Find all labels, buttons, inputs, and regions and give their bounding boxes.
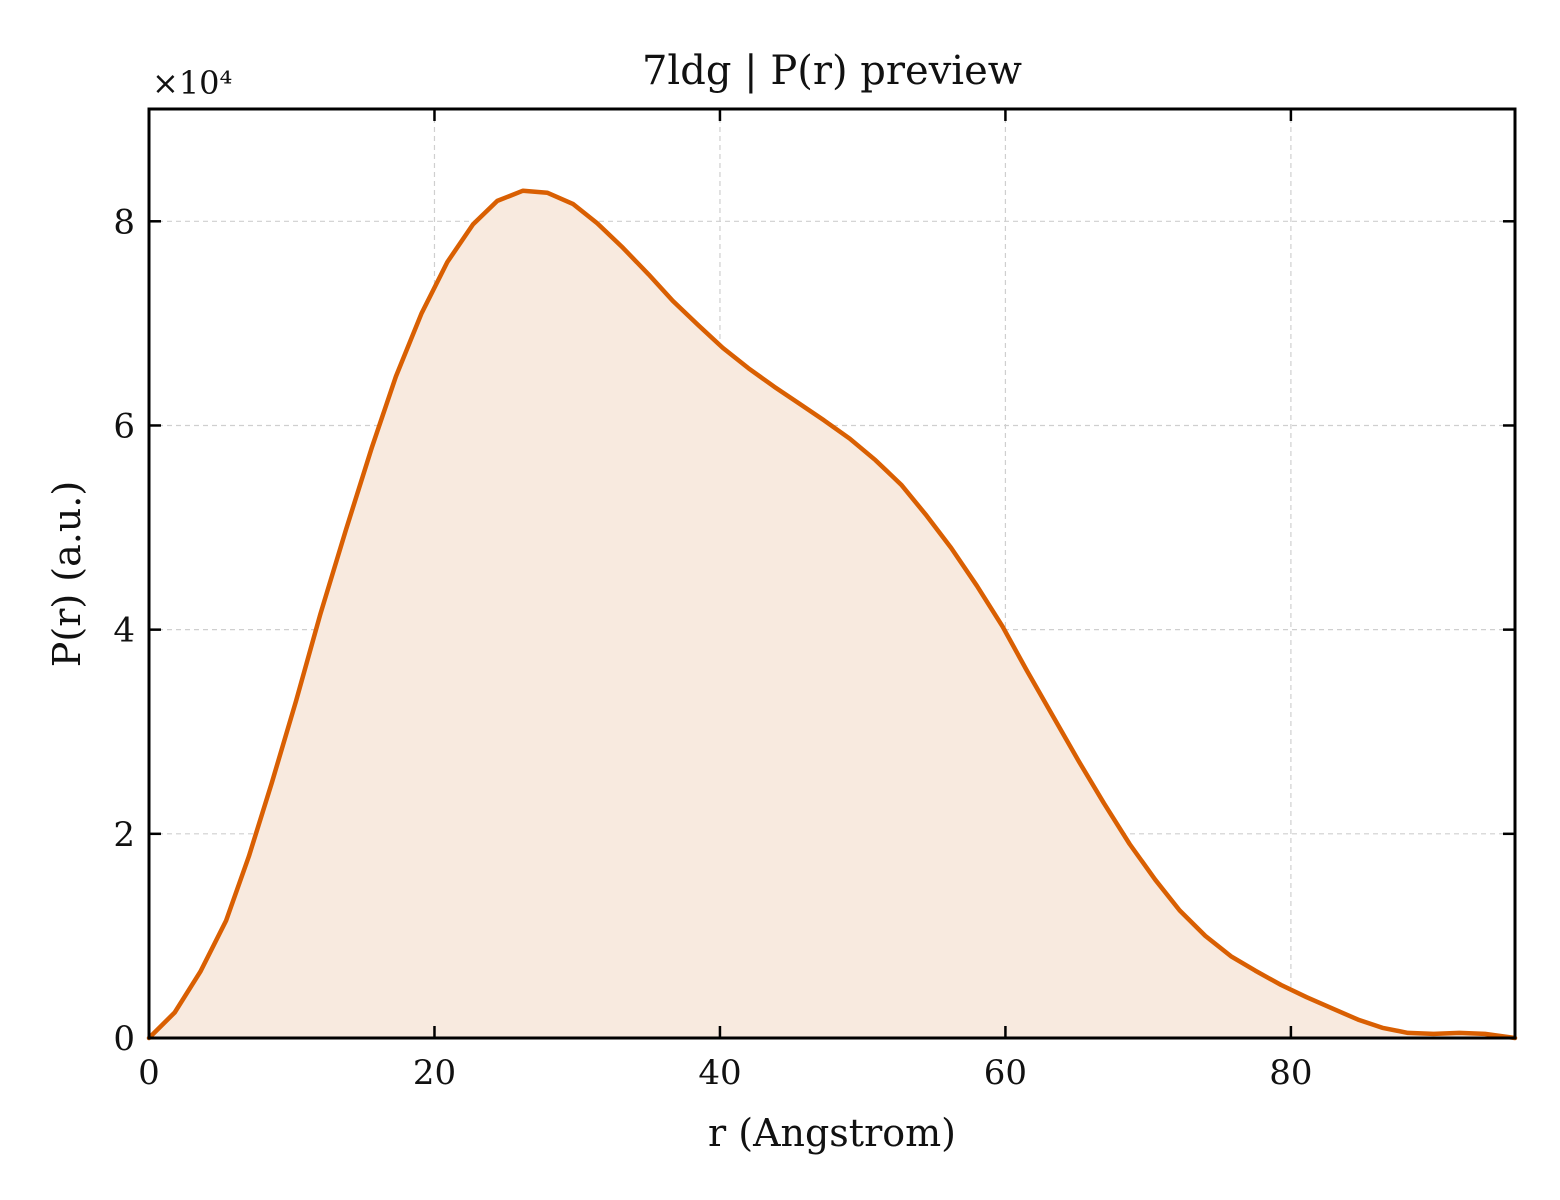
data-point [596,222,599,225]
y-tick-label: 0 [113,1019,135,1059]
data-point [924,513,927,516]
data-point [874,459,877,462]
data-point [1102,802,1105,805]
data-point [1204,934,1207,937]
data-point [199,970,202,973]
data-point [1331,1007,1334,1010]
data-point [522,189,525,192]
data-point [1178,909,1181,912]
data-point [1077,759,1080,762]
data-point [1279,983,1282,986]
data-point [1381,1026,1384,1029]
data-point [747,367,750,370]
data-point [697,324,700,327]
data-point [621,246,624,249]
data-point [823,419,826,422]
data-point [975,584,978,587]
y-axis-multiplier: ×10⁴ [152,64,232,102]
data-point [1305,996,1308,999]
data-point [798,403,801,406]
chart-title: 7ldg | P(r) preview [642,48,1022,94]
y-tick-label: 2 [113,815,135,855]
data-point [647,273,650,276]
data-point [225,919,228,922]
data-point [173,1011,176,1014]
x-tick-label: 60 [984,1053,1027,1093]
data-point [773,385,776,388]
data-point [671,299,674,302]
data-point [1432,1032,1435,1035]
series-line [146,188,1518,1041]
data-point [950,547,953,550]
y-tick-label: 8 [113,202,135,242]
data-point [394,375,397,378]
x-tick-label: 40 [698,1053,741,1093]
y-tick-label: 6 [113,406,135,446]
plot-frame [147,107,1517,1040]
data-point [1458,1031,1461,1034]
data-point [571,202,574,205]
x-tick-label: 80 [1269,1053,1312,1093]
data-point [1406,1031,1409,1034]
data-point [1051,714,1054,717]
data-point [496,199,499,202]
data-point [900,483,903,486]
data-point [1128,843,1131,846]
y-ticks: 0 2 4 6 8 [113,202,1515,1059]
data-point [1025,669,1028,672]
x-tick-label: 20 [413,1053,456,1093]
data-point [247,855,250,858]
data-point [1254,969,1257,972]
x-ticks: 0 20 40 60 80 [138,109,1313,1093]
x-tick-label: 0 [138,1053,160,1093]
data-point [446,261,449,264]
y-tick-label: 4 [113,611,135,651]
data-point [345,528,348,531]
area-fill [149,190,1515,1038]
data-point [319,613,322,616]
data-point [1001,625,1004,628]
data-point [721,346,724,349]
data-point [270,781,273,784]
data-point [370,446,373,449]
data-point [295,700,298,703]
data-point [1484,1032,1487,1035]
x-axis-label: r (Angstrom) [708,1111,956,1155]
data-point [1154,878,1157,881]
data-point [1230,955,1233,958]
data-point [472,223,475,226]
data-point [1357,1018,1360,1021]
data-point [420,312,423,315]
y-axis-label: P(r) (a.u.) [45,481,89,667]
data-point [546,191,549,194]
data-point [848,437,851,440]
